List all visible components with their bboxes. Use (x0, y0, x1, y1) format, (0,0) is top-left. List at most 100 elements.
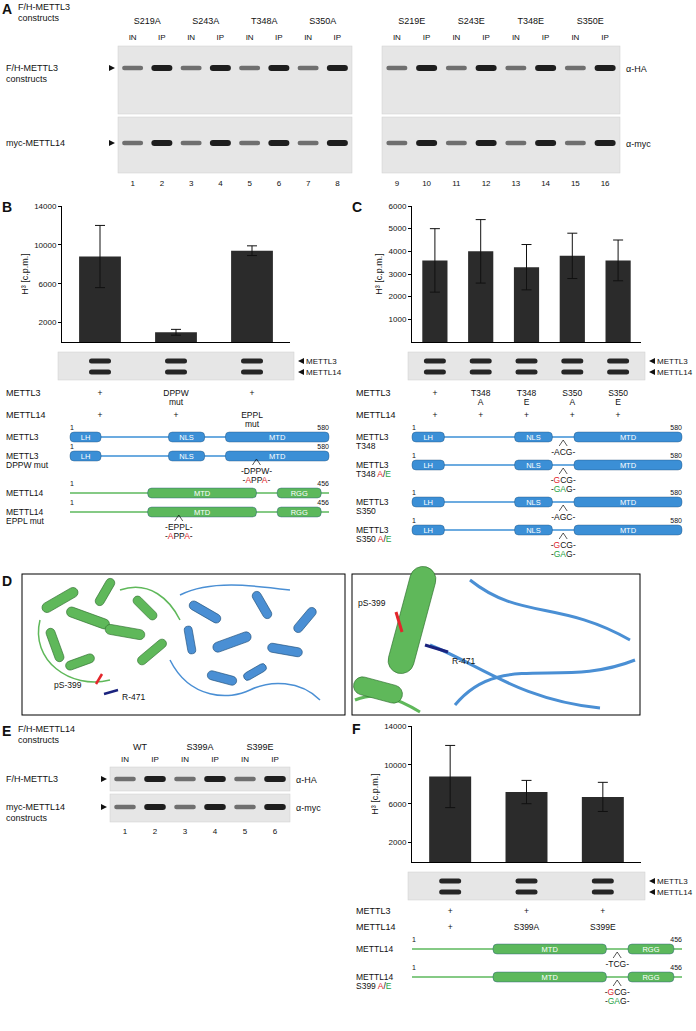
svg-text:1: 1 (70, 499, 74, 506)
svg-text:IP: IP (217, 33, 225, 42)
svg-text:NLS: NLS (526, 433, 541, 442)
svg-text:METTL3: METTL3 (6, 432, 39, 442)
svg-text:IN: IN (187, 33, 195, 42)
svg-text:7: 7 (306, 179, 311, 188)
svg-text:16: 16 (601, 179, 610, 188)
svg-text:A: A (569, 397, 575, 407)
svg-text:6: 6 (273, 827, 278, 836)
svg-text:-APPA-: -APPA- (243, 475, 271, 485)
svg-text:RGG: RGG (642, 945, 659, 954)
svg-text:T348A: T348A (251, 16, 278, 26)
svg-text:METTL3: METTL3 (6, 388, 41, 398)
svg-text:4: 4 (213, 827, 218, 836)
svg-text:MTD: MTD (620, 526, 637, 535)
svg-text:LH: LH (423, 526, 433, 535)
svg-text:3000: 3000 (389, 270, 407, 279)
svg-text:+: + (616, 410, 621, 420)
svg-text:1: 1 (412, 517, 416, 524)
svg-text:2000: 2000 (389, 838, 407, 847)
svg-text:+: + (432, 410, 437, 420)
svg-text:3: 3 (189, 179, 194, 188)
svg-text:-AGC-: -AGC- (551, 512, 575, 522)
svg-text:C: C (352, 199, 362, 215)
svg-text:IP: IP (211, 755, 219, 764)
svg-text:+: + (478, 410, 483, 420)
svg-text:METTL14: METTL14 (657, 888, 693, 897)
svg-text:S350: S350 (356, 506, 376, 516)
svg-text:IN: IN (393, 33, 401, 42)
svg-text:-ACG-: -ACG- (551, 447, 575, 457)
svg-text:8: 8 (335, 179, 340, 188)
svg-text:2000: 2000 (39, 318, 57, 327)
svg-text:+: + (448, 922, 453, 932)
svg-text:10000: 10000 (384, 761, 407, 770)
svg-text:14000: 14000 (34, 202, 57, 211)
svg-text:constructs: constructs (18, 13, 60, 23)
svg-text:+: + (600, 906, 605, 916)
svg-text:-TCG-: -TCG- (605, 959, 629, 969)
svg-text:S399E: S399E (590, 922, 616, 932)
svg-text:580: 580 (670, 452, 682, 459)
svg-text:LH: LH (423, 461, 433, 470)
svg-text:constructs: constructs (6, 74, 48, 84)
svg-text:IN: IN (304, 33, 312, 42)
svg-text:6: 6 (277, 179, 282, 188)
svg-text:S243E: S243E (458, 16, 485, 26)
svg-text:-GAG-: -GAG- (605, 996, 630, 1006)
svg-text:NLS: NLS (179, 452, 194, 461)
svg-text:mut: mut (245, 419, 260, 429)
svg-text:α-myc: α-myc (626, 139, 651, 149)
svg-text:580: 580 (317, 424, 329, 431)
svg-text:RGG: RGG (642, 973, 659, 982)
svg-text:13: 13 (511, 179, 520, 188)
svg-text:MTD: MTD (620, 433, 637, 442)
svg-text:E: E (615, 397, 621, 407)
svg-text:580: 580 (317, 443, 329, 450)
svg-text:R-471: R-471 (122, 692, 145, 702)
svg-text:+: + (448, 906, 453, 916)
svg-text:IP: IP (482, 33, 490, 42)
svg-text:456: 456 (670, 964, 682, 971)
svg-text:METTL3: METTL3 (657, 877, 688, 886)
svg-text:1: 1 (412, 489, 416, 496)
svg-text:6000: 6000 (389, 800, 407, 809)
svg-text:S399 A/E: S399 A/E (356, 981, 392, 991)
svg-text:S350E: S350E (577, 16, 604, 26)
svg-text:METTL14: METTL14 (306, 368, 342, 377)
svg-text:METTL14: METTL14 (356, 944, 394, 954)
svg-text:6000: 6000 (389, 202, 407, 211)
svg-text:15: 15 (571, 179, 580, 188)
svg-text:S350A: S350A (309, 16, 336, 26)
svg-text:MTD: MTD (620, 461, 637, 470)
svg-text:9: 9 (395, 179, 400, 188)
svg-text:NLS: NLS (526, 498, 541, 507)
svg-text:456: 456 (317, 499, 329, 506)
svg-text:mut: mut (169, 397, 184, 407)
svg-text:+: + (432, 388, 437, 398)
svg-text:EPPL mut: EPPL mut (6, 516, 45, 526)
svg-text:IP: IP (423, 33, 431, 42)
svg-text:-GAG-: -GAG- (551, 484, 576, 494)
svg-text:α-HA: α-HA (626, 64, 647, 74)
svg-text:580: 580 (670, 517, 682, 524)
svg-text:T348: T348 (356, 441, 376, 451)
svg-text:+: + (250, 388, 255, 398)
svg-text:IN: IN (571, 33, 579, 42)
svg-text:S399A: S399A (514, 922, 540, 932)
svg-text:1: 1 (70, 443, 74, 450)
svg-text:α-HA: α-HA (296, 775, 317, 785)
svg-text:H³ [c.p.m.]: H³ [c.p.m.] (20, 253, 30, 295)
svg-text:S399A: S399A (186, 742, 213, 752)
svg-text:6000: 6000 (39, 280, 57, 289)
svg-text:11: 11 (452, 179, 461, 188)
svg-text:METTL3: METTL3 (657, 357, 688, 366)
svg-text:S399E: S399E (246, 742, 273, 752)
svg-text:pS-399: pS-399 (358, 598, 386, 608)
svg-text:F: F (352, 721, 361, 737)
svg-text:RGG: RGG (291, 508, 308, 517)
svg-text:+: + (524, 410, 529, 420)
svg-text:NLS: NLS (526, 526, 541, 535)
svg-text:IN: IN (181, 755, 189, 764)
svg-text:-APPA-: -APPA- (165, 531, 193, 541)
svg-text:5: 5 (243, 827, 248, 836)
